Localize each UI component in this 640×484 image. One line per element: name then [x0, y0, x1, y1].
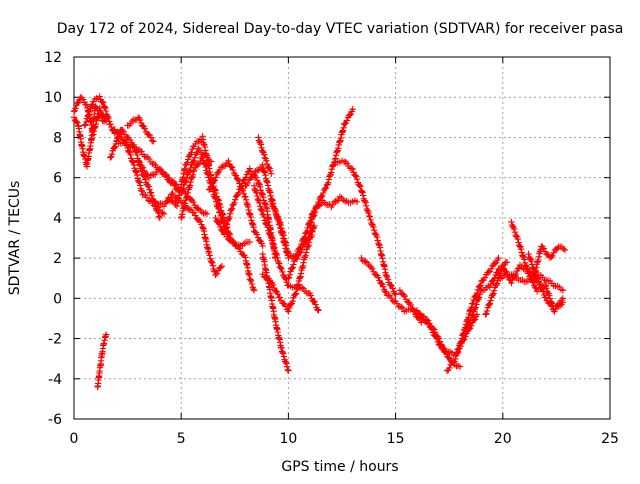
series-s32 [525, 250, 567, 315]
y-tick-label: -4 [48, 372, 62, 388]
data-point-markers [135, 145, 215, 196]
x-tick-label: 10 [279, 431, 297, 447]
y-tick-label: 8 [53, 130, 62, 146]
series-s2 [70, 94, 110, 138]
x-axis-label: GPS time / hours [281, 459, 398, 475]
data-point-markers [259, 250, 292, 374]
y-tick-label: 0 [53, 291, 62, 307]
y-tick-label: 6 [53, 171, 62, 187]
y-tick-label: 12 [44, 50, 62, 66]
series-s15 [225, 234, 258, 294]
grid-lines [74, 57, 610, 419]
series-s19 [255, 134, 275, 177]
series-s18 [259, 250, 292, 374]
series-s11 [152, 189, 226, 279]
x-tick-label: 15 [387, 431, 405, 447]
data-point-markers [529, 243, 569, 286]
series-s8 [135, 145, 215, 196]
x-tick-label: 5 [177, 431, 186, 447]
series-s24 [332, 157, 399, 298]
data-point-markers [495, 271, 567, 294]
y-tick-label: 2 [53, 251, 62, 267]
data-marks [70, 93, 569, 390]
chart-title: Day 172 of 2024, Sidereal Day-to-day VTE… [57, 21, 624, 37]
x-tick-label: 0 [70, 431, 79, 447]
data-point-markers [81, 93, 118, 137]
series-s14 [205, 157, 266, 250]
series-s22 [285, 193, 361, 282]
x-tick-label: 20 [494, 431, 512, 447]
data-point-markers [255, 134, 275, 177]
series-s4 [94, 331, 110, 390]
series-s20 [259, 222, 318, 315]
y-tick-label: -2 [48, 332, 62, 348]
data-point-markers [358, 254, 425, 326]
series-s7 [124, 114, 157, 145]
data-point-markers [332, 157, 399, 298]
data-point-markers [285, 193, 361, 282]
series-s23 [306, 106, 356, 230]
data-point-markers [94, 331, 110, 390]
series-s25 [358, 254, 425, 326]
y-tick-label: 4 [53, 211, 62, 227]
series-s3 [81, 93, 118, 137]
y-tick-label: 10 [44, 90, 62, 106]
data-point-markers [70, 94, 110, 138]
data-point-markers [525, 250, 567, 315]
series-s33 [529, 243, 569, 286]
data-point-markers [205, 157, 266, 250]
data-point-markers [152, 189, 226, 279]
data-point-markers [225, 234, 258, 294]
data-point-markers [259, 222, 318, 315]
y-axis-label: SDTVAR / TECUs [7, 181, 23, 296]
x-tick-label: 25 [601, 431, 619, 447]
plot-frame [73, 56, 611, 420]
data-point-markers [124, 114, 157, 145]
series-s34 [495, 271, 567, 294]
y-tick-label: -6 [48, 412, 62, 428]
data-point-markers [306, 106, 356, 230]
axis-ticks: 0 5 10 15 20 25 -6 -4 -2 0 2 4 6 8 10 12 [44, 50, 619, 447]
